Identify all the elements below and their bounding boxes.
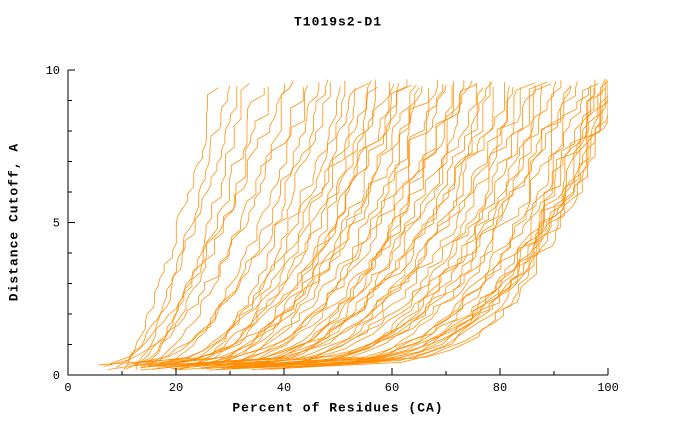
model-curve: [147, 80, 294, 365]
y-tick-label: 10: [46, 64, 60, 78]
y-tick-label: 5: [53, 217, 60, 231]
model-curve: [173, 85, 536, 371]
model-curve: [107, 82, 331, 370]
model-curve: [254, 80, 608, 366]
model-curves: [98, 79, 608, 371]
model-curve: [303, 87, 607, 366]
model-curve: [178, 79, 329, 371]
model-curve: [157, 83, 478, 368]
model-curve: [202, 87, 521, 367]
model-curve: [135, 86, 231, 371]
model-curve: [259, 82, 536, 369]
model-curve: [312, 80, 608, 366]
model-curve: [147, 81, 491, 367]
x-tick-label: 100: [597, 381, 619, 395]
model-curve: [229, 87, 513, 368]
x-axis-label: Percent of Residues (CA): [232, 400, 444, 416]
model-curve: [115, 86, 238, 368]
model-curve: [98, 85, 423, 366]
model-curve: [110, 83, 285, 364]
model-curve: [183, 79, 438, 367]
model-curve: [162, 86, 341, 367]
model-curve: [143, 83, 250, 368]
x-tick-label: 80: [493, 381, 507, 395]
model-curve: [198, 81, 578, 364]
x-tick-label: 60: [385, 381, 399, 395]
model-curve: [183, 81, 557, 367]
model-curve: [205, 82, 477, 370]
model-curve: [190, 82, 505, 365]
model-curve: [247, 81, 493, 369]
model-curve: [285, 85, 572, 365]
model-curve: [215, 87, 420, 367]
model-curve: [156, 84, 444, 364]
model-curve: [199, 81, 454, 369]
model-curve: [135, 86, 269, 366]
model-curve: [238, 80, 465, 368]
x-tick-label: 0: [64, 381, 71, 395]
model-curve: [140, 88, 429, 371]
model-curve: [261, 88, 589, 365]
model-curve: [151, 85, 308, 367]
model-curve: [140, 86, 378, 369]
model-curve: [261, 86, 608, 370]
y-tick-label: 0: [53, 369, 60, 383]
model-curve: [186, 87, 357, 366]
model-curve: [168, 80, 372, 366]
model-curve: [283, 85, 608, 368]
model-curve: [226, 84, 447, 369]
model-curve: [139, 80, 346, 366]
model-curve: [171, 80, 473, 370]
model-curve: [141, 85, 453, 368]
model-curve: [133, 83, 400, 367]
model-curve: [169, 86, 510, 366]
model-curve: [201, 84, 412, 370]
model-curve: [325, 86, 608, 365]
model-curve: [232, 79, 607, 366]
model-curve: [161, 85, 417, 369]
model-curve: [274, 85, 543, 365]
model-curve: [231, 83, 599, 369]
model-curve: [241, 81, 548, 369]
x-tick-label: 40: [277, 381, 291, 395]
model-curve: [208, 79, 596, 371]
model-curve: [270, 85, 591, 370]
y-axis-label: Distance Cutoff, A: [6, 142, 22, 302]
model-curve: [147, 79, 408, 366]
chart-title: T1019s2-D1: [293, 14, 383, 30]
model-curve: [125, 87, 265, 370]
model-curve: [132, 82, 320, 365]
model-curve: [123, 87, 219, 371]
model-curve: [221, 86, 571, 369]
x-tick-label: 20: [169, 381, 183, 395]
model-curve: [103, 87, 304, 367]
model-curve: [198, 79, 376, 366]
model-curve: [180, 87, 484, 366]
model-curve: [127, 82, 369, 365]
model-curve: [221, 81, 608, 369]
